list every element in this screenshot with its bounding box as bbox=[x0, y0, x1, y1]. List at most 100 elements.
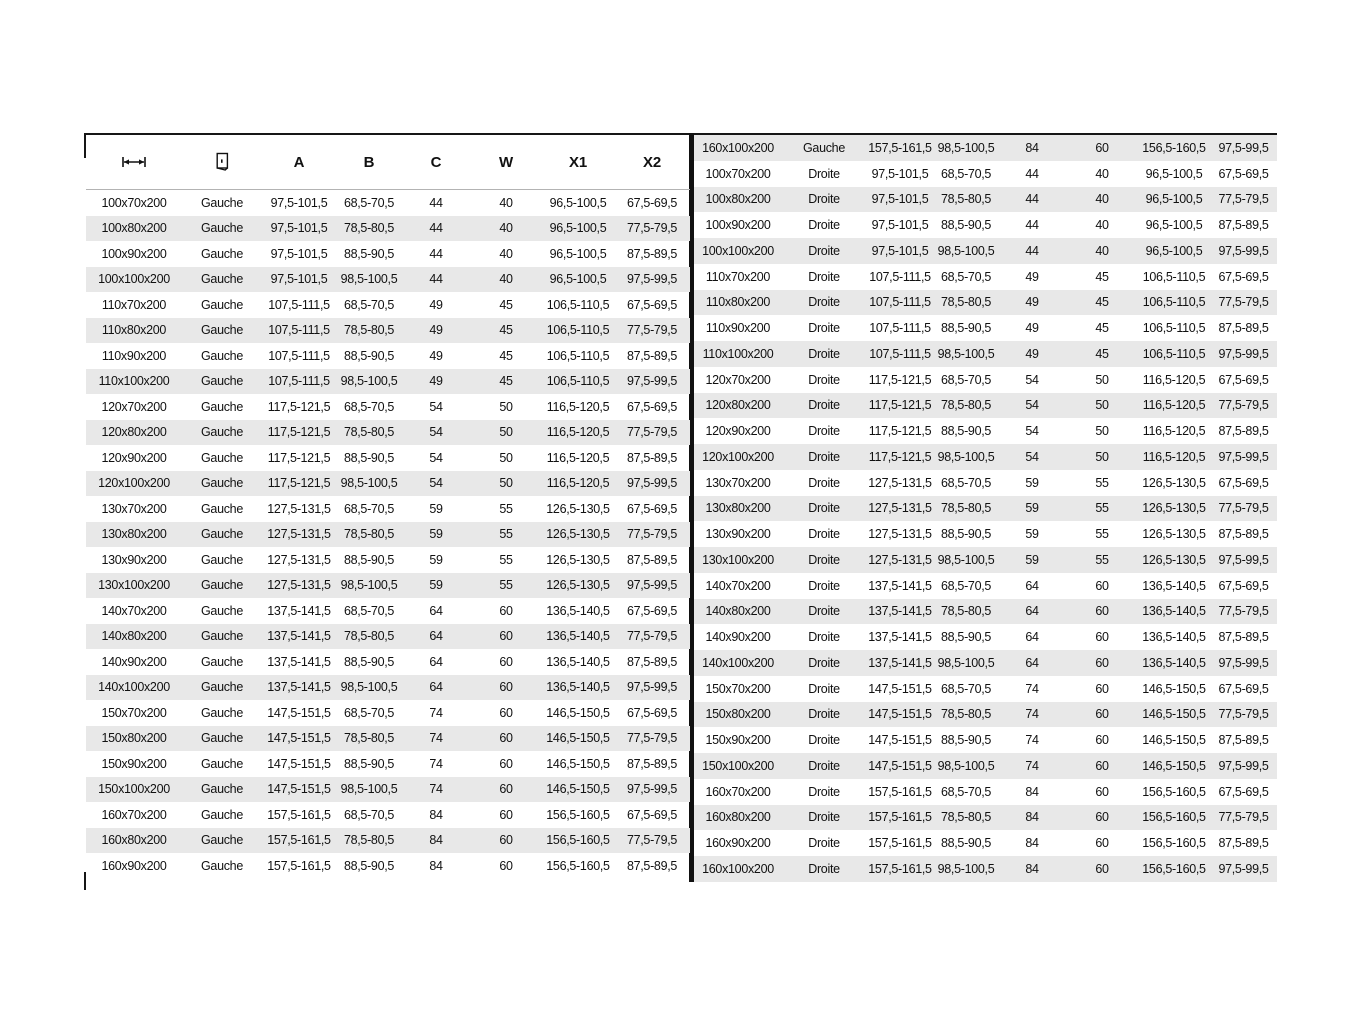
cell-x1: 136,5-140,5 bbox=[1142, 604, 1206, 619]
cell-x2: 97,5-99,5 bbox=[1218, 346, 1269, 361]
cell-side: Droite bbox=[808, 192, 840, 207]
table-row: 110x80x200 Gauche 107,5-111,5 78,5-80,5 49 45… bbox=[86, 317, 690, 343]
cell-a: 117,5-121,5 bbox=[267, 450, 331, 465]
cell-x1: 126,5-130,5 bbox=[1142, 501, 1206, 516]
cell-size: 100x80x200 bbox=[705, 192, 771, 207]
cell-c: 84 bbox=[429, 807, 443, 822]
cell-x1: 116,5-120,5 bbox=[1142, 424, 1206, 439]
cell-a: 147,5-151,5 bbox=[267, 705, 331, 720]
cell-b: 68,5-70,5 bbox=[940, 372, 992, 387]
cell-c: 59 bbox=[1025, 552, 1039, 567]
cell-b: 98,5-100,5 bbox=[340, 476, 398, 491]
cell-c: 49 bbox=[1025, 269, 1039, 284]
cell-w: 45 bbox=[499, 323, 513, 338]
cell-c: 74 bbox=[1025, 758, 1039, 773]
cell-b: 78,5-80,5 bbox=[343, 221, 395, 236]
cell-w: 50 bbox=[499, 425, 513, 440]
cell-size: 150x80x200 bbox=[101, 731, 167, 746]
cell-x1: 146,5-150,5 bbox=[1142, 733, 1206, 748]
cell-x2: 97,5-99,5 bbox=[1218, 243, 1269, 258]
cell-side: Droite bbox=[808, 604, 840, 619]
cell-x2: 67,5-69,5 bbox=[1218, 578, 1269, 593]
cell-size: 160x80x200 bbox=[101, 833, 167, 848]
column-header-c: C bbox=[430, 153, 442, 171]
cell-x1: 116,5-120,5 bbox=[546, 399, 610, 414]
cell-w: 40 bbox=[1095, 218, 1109, 233]
cell-x1: 136,5-140,5 bbox=[546, 629, 610, 644]
cell-b: 88,5-90,5 bbox=[940, 424, 992, 439]
cell-x2: 77,5-79,5 bbox=[1218, 810, 1269, 825]
cell-size: 120x70x200 bbox=[101, 399, 167, 414]
table-row: 130x100x200 Gauche 127,5-131,5 98,5-100,5 59… bbox=[86, 572, 690, 598]
cell-b: 78,5-80,5 bbox=[940, 501, 992, 516]
cell-size: 160x100x200 bbox=[702, 861, 774, 876]
cell-a: 157,5-161,5 bbox=[267, 858, 331, 873]
cell-x1: 126,5-130,5 bbox=[546, 501, 610, 516]
cell-w: 50 bbox=[499, 476, 513, 491]
cell-a: 157,5-161,5 bbox=[868, 836, 932, 851]
cell-side: Gauche bbox=[201, 425, 243, 440]
cell-c: 74 bbox=[1025, 707, 1039, 722]
cell-x1: 126,5-130,5 bbox=[1142, 552, 1206, 567]
cell-w: 60 bbox=[1095, 707, 1109, 722]
cell-side: Droite bbox=[808, 527, 840, 542]
cell-side: Droite bbox=[808, 166, 840, 181]
cell-w: 60 bbox=[1095, 578, 1109, 593]
cell-a: 97,5-101,5 bbox=[871, 192, 929, 207]
cell-c: 59 bbox=[1025, 527, 1039, 542]
cell-w: 55 bbox=[1095, 552, 1109, 567]
table-row: 100x100x200 Gauche 97,5-101,5 98,5-100,5 44 4… bbox=[86, 266, 690, 292]
cell-x2: 67,5-69,5 bbox=[1218, 681, 1269, 696]
cell-b: 88,5-90,5 bbox=[343, 450, 395, 465]
cell-side: Droite bbox=[808, 398, 840, 413]
cell-side: Droite bbox=[808, 218, 840, 233]
cell-x1: 96,5-100,5 bbox=[1145, 192, 1203, 207]
cell-b: 88,5-90,5 bbox=[940, 836, 992, 851]
cell-c: 74 bbox=[429, 705, 443, 720]
table-row: 120x100x200 Droite 117,5-121,5 98,5-100,5 54… bbox=[694, 444, 1277, 470]
cell-w: 60 bbox=[499, 680, 513, 695]
cell-c: 59 bbox=[1025, 501, 1039, 516]
cell-side: Gauche bbox=[201, 756, 243, 771]
cell-b: 98,5-100,5 bbox=[340, 680, 398, 695]
cell-b: 78,5-80,5 bbox=[940, 295, 992, 310]
cell-c: 64 bbox=[1025, 630, 1039, 645]
cell-size: 120x90x200 bbox=[705, 424, 771, 439]
table-row: 130x90x200 Droite 127,5-131,5 88,5-90,5 59 55… bbox=[694, 521, 1277, 547]
cell-a: 147,5-151,5 bbox=[267, 731, 331, 746]
cell-w: 45 bbox=[1095, 295, 1109, 310]
cell-a: 147,5-151,5 bbox=[868, 733, 932, 748]
cell-b: 78,5-80,5 bbox=[940, 707, 992, 722]
cell-a: 157,5-161,5 bbox=[868, 784, 932, 799]
cell-w: 60 bbox=[1095, 655, 1109, 670]
cell-side: Gauche bbox=[201, 629, 243, 644]
cell-a: 157,5-161,5 bbox=[868, 861, 932, 876]
cell-side: Gauche bbox=[201, 323, 243, 338]
cell-size: 160x80x200 bbox=[705, 810, 771, 825]
table-row: 140x100x200 Droite 137,5-141,5 98,5-100,5 64… bbox=[694, 650, 1277, 676]
cell-size: 130x100x200 bbox=[98, 578, 170, 593]
cell-x1: 146,5-150,5 bbox=[1142, 758, 1206, 773]
cell-b: 68,5-70,5 bbox=[343, 399, 395, 414]
cell-w: 50 bbox=[499, 450, 513, 465]
cell-size: 110x100x200 bbox=[98, 374, 170, 389]
cell-x1: 156,5-160,5 bbox=[1142, 836, 1206, 851]
cell-x1: 126,5-130,5 bbox=[1142, 527, 1206, 542]
cell-b: 98,5-100,5 bbox=[937, 449, 995, 464]
cell-c: 64 bbox=[429, 680, 443, 695]
cell-x2: 97,5-99,5 bbox=[1218, 861, 1269, 876]
cell-x1: 116,5-120,5 bbox=[546, 425, 610, 440]
cell-side: Droite bbox=[808, 681, 840, 696]
table-row: 100x80x200 Droite 97,5-101,5 78,5-80,5 44 40 9… bbox=[694, 186, 1277, 213]
cell-x1: 156,5-160,5 bbox=[1142, 861, 1206, 876]
cell-x1: 146,5-150,5 bbox=[546, 731, 610, 746]
cell-x1: 156,5-160,5 bbox=[546, 807, 610, 822]
cell-x2: 97,5-99,5 bbox=[626, 374, 678, 389]
cell-size: 100x100x200 bbox=[702, 243, 774, 258]
cell-x2: 87,5-89,5 bbox=[626, 756, 678, 771]
cell-side: Gauche bbox=[201, 705, 243, 720]
cell-a: 137,5-141,5 bbox=[868, 655, 932, 670]
cell-x2: 67,5-69,5 bbox=[1218, 372, 1269, 387]
cell-w: 55 bbox=[499, 501, 513, 516]
table-row: 110x100x200 Droite 107,5-111,5 98,5-100,5 49… bbox=[694, 341, 1277, 367]
